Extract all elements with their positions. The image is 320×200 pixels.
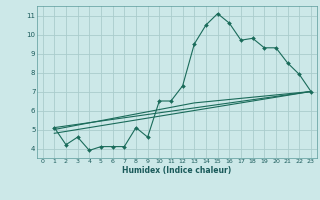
X-axis label: Humidex (Indice chaleur): Humidex (Indice chaleur) bbox=[122, 166, 231, 175]
